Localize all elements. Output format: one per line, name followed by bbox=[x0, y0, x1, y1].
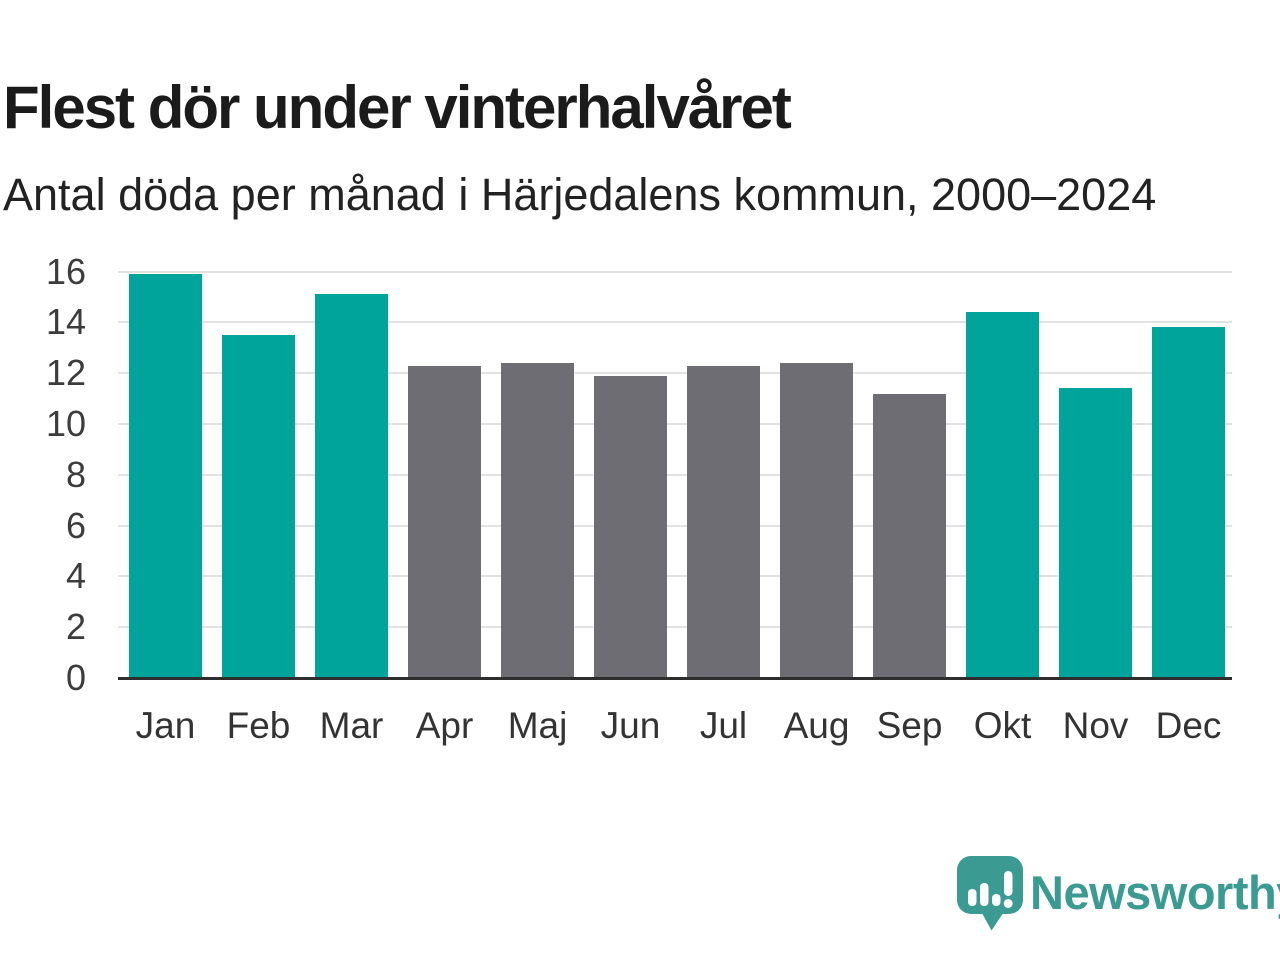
y-tick-label-0: 0 bbox=[65, 657, 86, 698]
bar-mar bbox=[315, 294, 388, 678]
chart-subtitle: Antal döda per månad i Härjedalens kommu… bbox=[3, 169, 1157, 220]
y-tick-label-8: 8 bbox=[65, 453, 86, 495]
bar-feb bbox=[222, 335, 295, 678]
x-tick-label-apr: Apr bbox=[415, 705, 474, 746]
gridline-16 bbox=[118, 270, 1232, 273]
bar-dec bbox=[1152, 327, 1225, 678]
y-tick-label-2: 2 bbox=[65, 606, 86, 648]
y-tick-label-6: 6 bbox=[65, 504, 86, 546]
x-tick-label-maj: Maj bbox=[507, 705, 568, 746]
x-tick-label-aug: Aug bbox=[783, 705, 850, 746]
x-tick-label-nov: Nov bbox=[1062, 705, 1129, 746]
x-tick-label-okt: Okt bbox=[973, 705, 1032, 746]
y-tick-label-4: 4 bbox=[65, 555, 86, 597]
y-tick-label-10: 10 bbox=[45, 403, 86, 444]
gridline-6 bbox=[118, 524, 1232, 527]
y-tick-label-12: 12 bbox=[45, 352, 86, 394]
gridline-8 bbox=[118, 473, 1232, 476]
gridline-14 bbox=[118, 321, 1232, 324]
bar-nov bbox=[1059, 388, 1132, 678]
bar-jan bbox=[129, 274, 202, 678]
bar-aug bbox=[780, 363, 853, 678]
x-tick-label-jun: Jun bbox=[600, 705, 661, 746]
x-tick-label-jul: Jul bbox=[699, 705, 748, 746]
x-axis-line bbox=[118, 677, 1232, 680]
y-tick-label-16: 16 bbox=[45, 250, 86, 292]
gridline-10 bbox=[118, 423, 1232, 425]
gridline-2 bbox=[118, 626, 1232, 629]
brand-wordmark: Newsworthy bbox=[1030, 866, 1280, 919]
x-tick-label-jan: Jan bbox=[135, 705, 196, 746]
bar-maj bbox=[501, 363, 574, 678]
bar-sep bbox=[873, 393, 946, 678]
bar-apr bbox=[408, 365, 481, 678]
x-tick-label-feb: Feb bbox=[226, 705, 291, 746]
gridline-12 bbox=[118, 372, 1232, 375]
bar-jun bbox=[594, 375, 667, 678]
x-tick-label-mar: Mar bbox=[319, 705, 384, 746]
y-tick-label-14: 14 bbox=[45, 301, 86, 343]
bar-okt bbox=[966, 312, 1039, 678]
gridline-4 bbox=[118, 575, 1232, 578]
x-tick-label-sep: Sep bbox=[876, 705, 943, 746]
newsworthy-logo-icon bbox=[957, 856, 1023, 931]
newsworthy-logo bbox=[957, 856, 1023, 931]
chart-title: Flest dör under vinterhalvåret bbox=[3, 74, 792, 142]
x-tick-label-dec: Dec bbox=[1155, 705, 1222, 746]
bar-jul bbox=[687, 365, 760, 678]
